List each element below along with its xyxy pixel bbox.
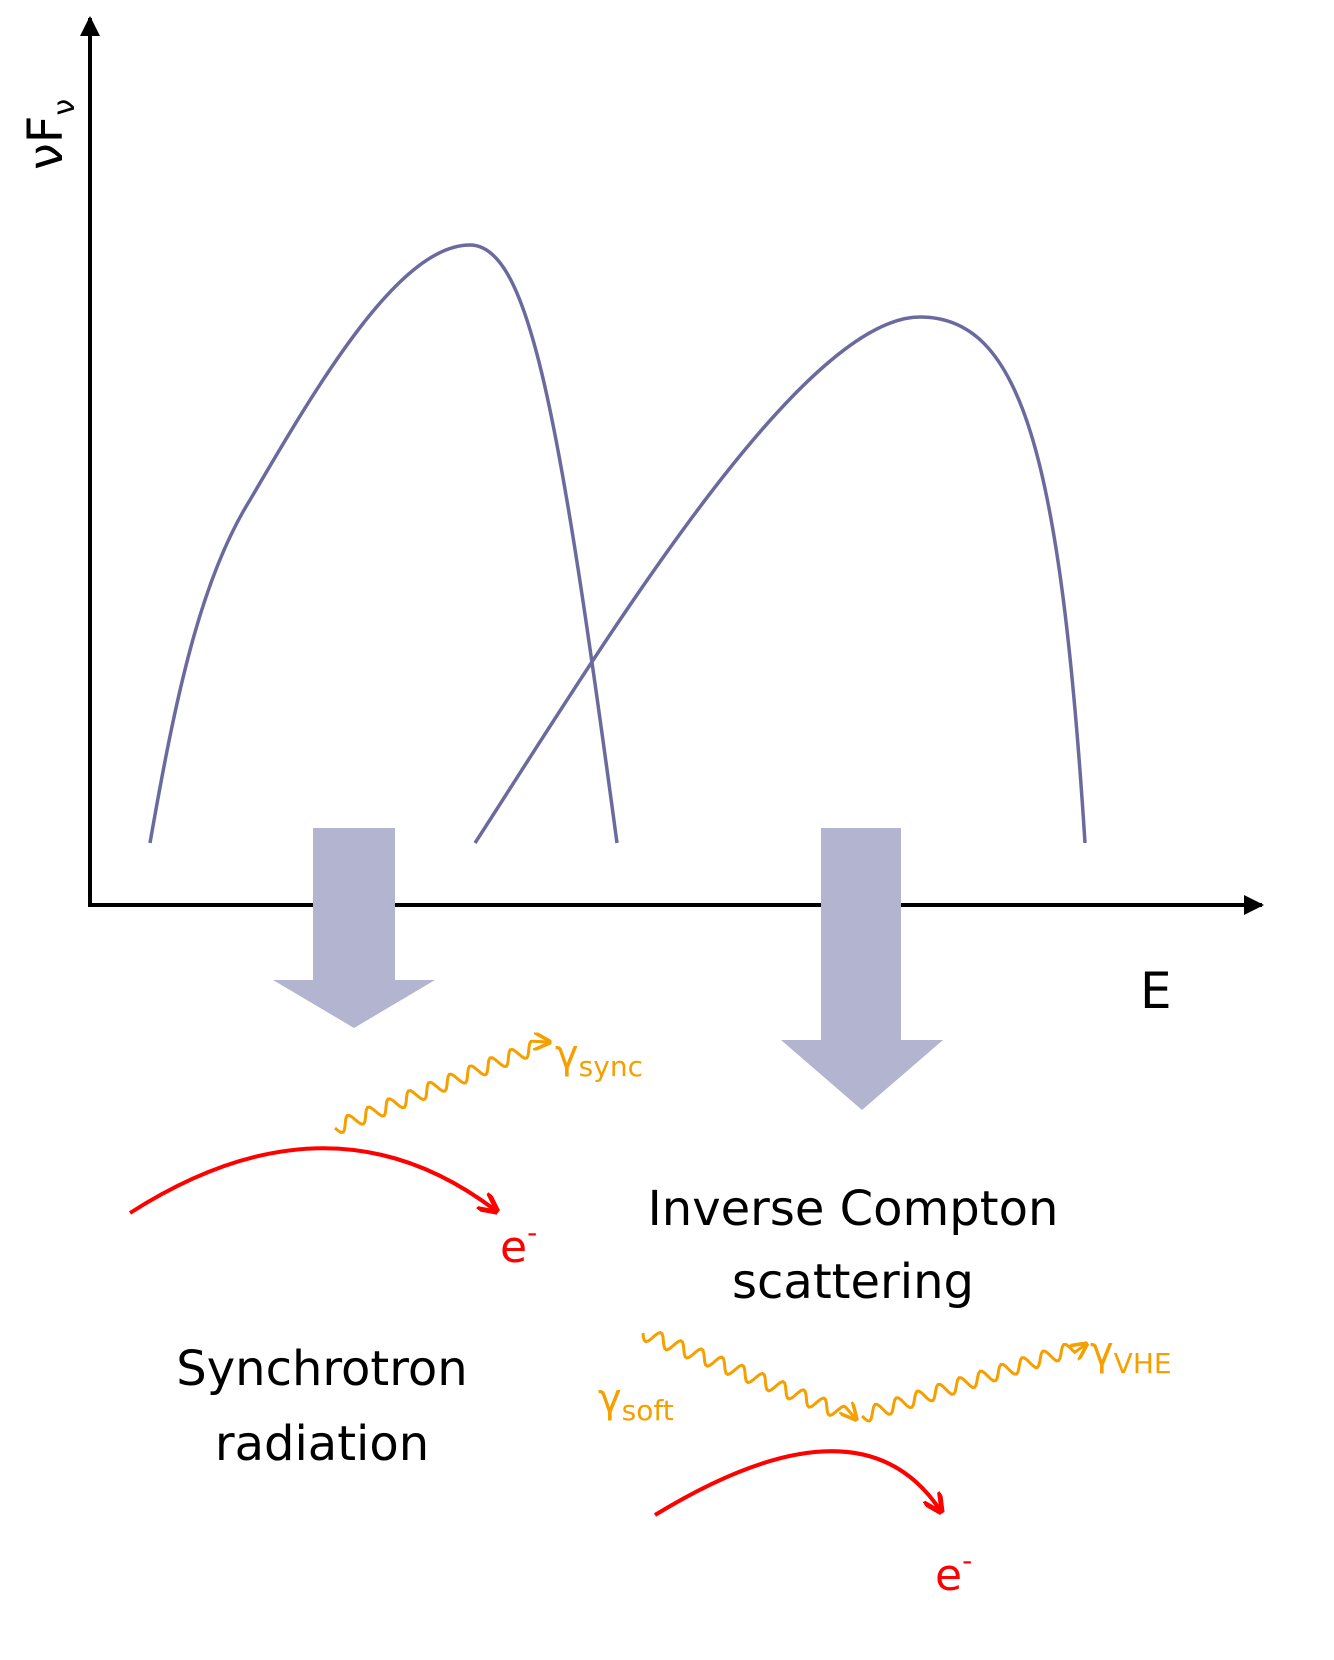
ic-curve — [473, 315, 1087, 844]
down-arrow — [273, 828, 435, 1028]
photon-label: γVHE — [1090, 1329, 1172, 1380]
photon-wave — [334, 1041, 548, 1134]
photon-label: γsync — [555, 1032, 643, 1083]
photon-wave — [641, 1330, 855, 1419]
caption: scattering — [732, 1254, 974, 1310]
x-axis-label: E — [1140, 962, 1172, 1020]
y-axis-label: νFν — [18, 99, 82, 170]
electron-path — [653, 1449, 940, 1515]
photon-label: γsoft — [598, 1376, 674, 1427]
electron-path — [128, 1146, 495, 1213]
electron-label: e- — [500, 1216, 537, 1273]
down-arrow — [781, 828, 943, 1110]
photon-wave — [860, 1344, 1085, 1423]
electron-label: e- — [935, 1544, 972, 1601]
synchrotron-curve — [148, 243, 619, 844]
caption: Synchrotron — [176, 1341, 467, 1397]
caption: radiation — [215, 1416, 429, 1472]
caption: Inverse Compton — [648, 1181, 1059, 1237]
